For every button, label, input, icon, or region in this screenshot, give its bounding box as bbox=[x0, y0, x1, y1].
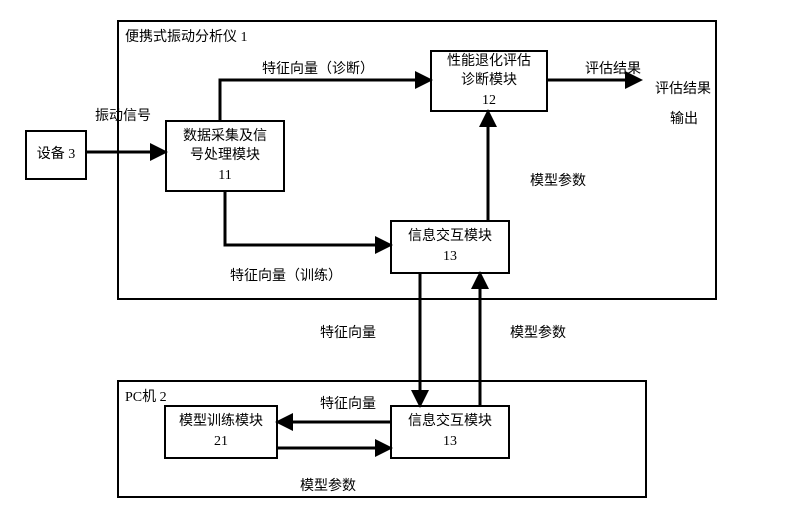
analyzer-title: 便携式振动分析仪 1 bbox=[125, 26, 248, 46]
node-21-num: 21 bbox=[214, 432, 228, 452]
device-label: 设备 3 bbox=[37, 145, 76, 165]
node-12-line2: 诊断模块 bbox=[461, 71, 517, 91]
label-model-param-3: 模型参数 bbox=[300, 475, 356, 495]
node-11-line1: 数据采集及信 bbox=[183, 127, 267, 147]
node-12: 性能退化评估 诊断模块 12 bbox=[430, 50, 548, 112]
node-13b-line1: 信息交互模块 bbox=[408, 412, 492, 432]
node-13b-num: 13 bbox=[443, 432, 457, 452]
device-box: 设备 3 bbox=[25, 130, 87, 180]
node-11-line2: 号处理模块 bbox=[190, 146, 260, 166]
label-vib-signal: 振动信号 bbox=[95, 105, 151, 125]
label-feat-vec-3: 特征向量 bbox=[320, 393, 376, 413]
label-feat-vec-2: 特征向量 bbox=[320, 322, 376, 342]
node-13a-num: 13 bbox=[443, 247, 457, 267]
label-eval-out-2: 输出 bbox=[670, 108, 698, 128]
node-13a: 信息交互模块 13 bbox=[390, 220, 510, 274]
node-13a-line1: 信息交互模块 bbox=[408, 227, 492, 247]
node-21-line1: 模型训练模块 bbox=[179, 412, 263, 432]
label-model-param-2: 模型参数 bbox=[510, 322, 566, 342]
node-13b: 信息交互模块 13 bbox=[390, 405, 510, 459]
node-12-line1: 性能退化评估 bbox=[447, 52, 531, 72]
label-model-param-1: 模型参数 bbox=[530, 170, 586, 190]
label-eval-result: 评估结果 bbox=[585, 58, 641, 78]
node-11-num: 11 bbox=[218, 166, 231, 186]
node-11: 数据采集及信 号处理模块 11 bbox=[165, 120, 285, 192]
node-12-num: 12 bbox=[482, 91, 496, 111]
label-feat-diag: 特征向量（诊断） bbox=[262, 58, 374, 78]
label-eval-out-1: 评估结果 bbox=[655, 78, 711, 98]
node-21: 模型训练模块 21 bbox=[164, 405, 278, 459]
pc-title: PC机 2 bbox=[125, 386, 167, 406]
label-feat-train: 特征向量（训练） bbox=[230, 265, 342, 285]
